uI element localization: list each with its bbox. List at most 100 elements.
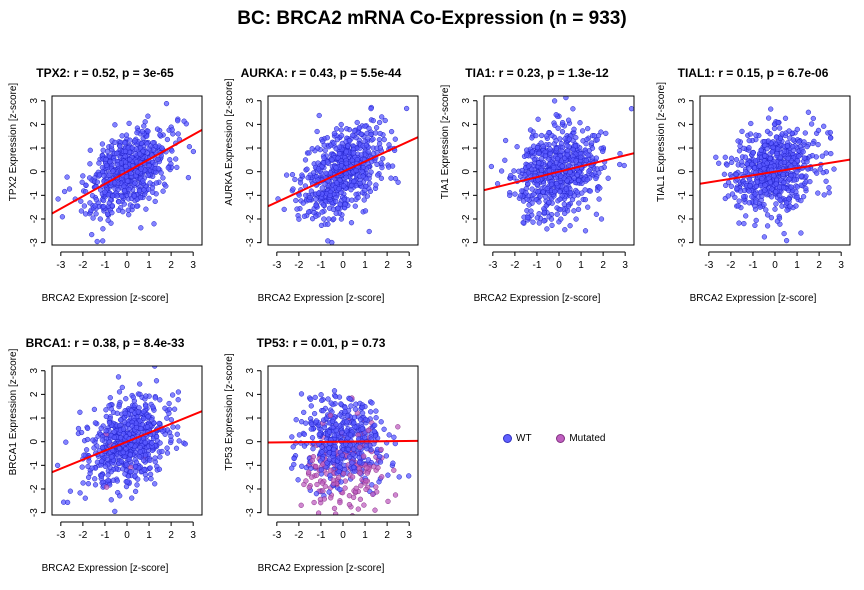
- point-wt: [584, 177, 590, 183]
- point-wt: [347, 138, 353, 144]
- point-wt: [502, 137, 509, 144]
- point-wt: [121, 419, 128, 425]
- point-wt: [390, 460, 396, 466]
- point-wt: [136, 454, 143, 460]
- point-wt: [585, 152, 591, 158]
- point-wt: [132, 402, 138, 408]
- point-wt: [783, 237, 790, 244]
- point-wt: [353, 167, 359, 174]
- point-wt: [290, 444, 296, 450]
- point-wt: [725, 179, 732, 186]
- point-wt: [346, 454, 353, 460]
- x-tick-label: -2: [726, 260, 735, 271]
- y-tick-label: 1: [677, 145, 688, 151]
- point-wt: [561, 155, 568, 161]
- point-mutated: [330, 477, 337, 483]
- point-wt: [733, 157, 740, 163]
- point-wt: [336, 144, 343, 150]
- point-wt: [105, 192, 112, 198]
- point-wt: [108, 497, 114, 503]
- point-wt: [747, 131, 754, 137]
- point-wt: [345, 143, 351, 149]
- x-tick-label: -2: [78, 530, 87, 541]
- point-wt: [379, 164, 385, 171]
- point-wt: [365, 148, 371, 155]
- point-wt: [370, 150, 377, 157]
- point-wt: [122, 410, 128, 416]
- point-wt: [141, 457, 147, 464]
- point-wt: [735, 203, 741, 209]
- point-wt: [814, 170, 820, 176]
- point-wt: [314, 145, 321, 151]
- point-wt: [344, 419, 350, 425]
- point-wt: [127, 452, 133, 458]
- x-tick-label: 0: [556, 260, 562, 271]
- y-tick-label: -3: [29, 238, 40, 247]
- point-wt: [324, 135, 330, 141]
- point-wt: [322, 181, 328, 187]
- point-wt: [89, 193, 96, 199]
- point-wt: [567, 169, 573, 175]
- point-wt: [759, 193, 765, 200]
- point-wt: [341, 183, 347, 189]
- point-wt: [740, 194, 747, 200]
- point-wt: [61, 188, 68, 195]
- point-wt: [147, 457, 153, 463]
- point-wt: [377, 453, 383, 460]
- point-wt: [584, 136, 590, 143]
- point-wt: [138, 166, 144, 172]
- point-wt: [575, 206, 582, 213]
- point-wt: [377, 130, 383, 137]
- point-wt: [548, 216, 555, 222]
- point-wt: [100, 147, 106, 153]
- point-mutated: [361, 502, 367, 508]
- point-wt: [763, 207, 769, 213]
- point-wt: [117, 493, 123, 499]
- point-wt: [297, 180, 304, 186]
- point-wt: [78, 208, 85, 214]
- point-wt: [573, 158, 579, 164]
- point-wt: [598, 216, 605, 222]
- point-wt: [121, 201, 127, 207]
- point-wt: [716, 160, 722, 166]
- point-wt: [536, 160, 542, 166]
- point-wt: [790, 137, 796, 143]
- point-wt: [87, 147, 93, 153]
- point-wt: [333, 427, 339, 434]
- point-wt: [97, 216, 103, 222]
- point-wt: [151, 221, 157, 227]
- x-tick-label: -1: [100, 530, 109, 541]
- point-wt: [554, 180, 560, 187]
- point-wt: [333, 210, 339, 217]
- point-wt: [753, 199, 759, 205]
- point-wt: [316, 112, 322, 119]
- point-wt: [106, 172, 112, 178]
- point-wt: [103, 428, 109, 434]
- point-wt: [363, 443, 369, 449]
- point-wt: [175, 389, 182, 395]
- point-wt: [352, 406, 359, 412]
- point-wt: [174, 431, 180, 437]
- point-wt: [319, 449, 325, 455]
- wt-dot-icon: [503, 434, 512, 443]
- points: [713, 106, 837, 244]
- point-mutated: [349, 513, 355, 515]
- point-wt: [382, 117, 388, 124]
- point-wt: [79, 464, 85, 470]
- x-tick-label: 0: [772, 260, 778, 271]
- point-wt: [786, 128, 792, 134]
- point-wt: [134, 482, 140, 488]
- point-wt: [747, 183, 753, 189]
- point-mutated: [328, 467, 334, 473]
- point-wt: [131, 193, 137, 199]
- point-wt: [333, 126, 340, 132]
- point-wt: [147, 465, 153, 471]
- point-mutated: [370, 491, 376, 498]
- point-wt: [171, 406, 178, 412]
- point-wt: [583, 157, 589, 164]
- point-wt: [386, 142, 392, 148]
- y-tick-label: -2: [677, 214, 688, 223]
- point-wt: [105, 477, 111, 484]
- x-tick-label: 1: [794, 260, 800, 271]
- x-axis-label: BRCA2 Expression [z-score]: [689, 293, 817, 304]
